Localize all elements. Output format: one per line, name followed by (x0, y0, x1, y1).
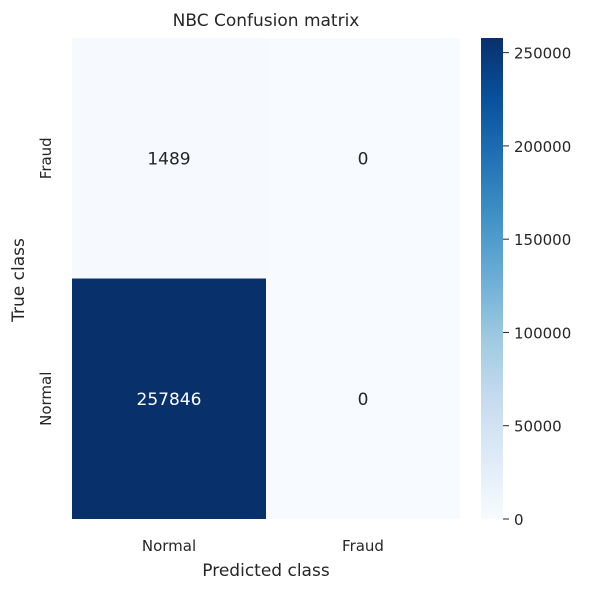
cell-label-fraud-normal: 1489 (147, 149, 190, 169)
cell-label-normal-normal: 257846 (137, 390, 202, 410)
colorbar-tick-label: 100000 (514, 324, 571, 342)
cell-label-normal-fraud: 0 (358, 390, 369, 410)
heatmap-cell-normal-fraud (266, 278, 460, 519)
heatmap-cell-labels: 1489 0 257846 0 (137, 149, 369, 410)
colorbar (481, 38, 503, 519)
colorbar-tick-label: 0 (514, 511, 524, 529)
heatmap-cell-fraud-normal (72, 38, 266, 279)
colorbar-tick-label: 150000 (514, 231, 571, 249)
heatmap-cell-fraud-fraud (266, 38, 460, 279)
colorbar-ticks: 0 50000 100000 150000 200000 250000 (503, 45, 571, 529)
x-axis-label: Predicted class (202, 561, 330, 581)
y-axis-label: True class (9, 238, 29, 323)
x-tick-label-normal: Normal (142, 537, 196, 555)
x-axis-ticks: Normal Fraud (142, 537, 384, 555)
colorbar-tick-label: 50000 (514, 418, 562, 436)
cell-label-fraud-fraud: 0 (358, 149, 369, 169)
heatmap-cells (72, 38, 460, 519)
colorbar-tick-label: 200000 (514, 138, 571, 156)
chart-title: NBC Confusion matrix (173, 11, 360, 31)
heatmap-cell-normal-normal (72, 278, 266, 519)
x-tick-label-fraud: Fraud (342, 537, 384, 555)
y-axis-ticks: Fraud Normal (37, 137, 55, 426)
colorbar-tick-label: 250000 (514, 45, 571, 63)
y-tick-label-fraud: Fraud (37, 137, 55, 179)
y-tick-label-normal: Normal (37, 372, 55, 426)
